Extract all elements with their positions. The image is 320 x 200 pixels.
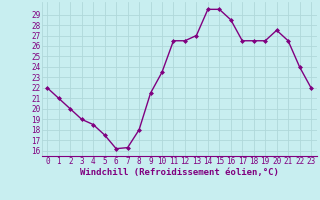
X-axis label: Windchill (Refroidissement éolien,°C): Windchill (Refroidissement éolien,°C) xyxy=(80,168,279,177)
